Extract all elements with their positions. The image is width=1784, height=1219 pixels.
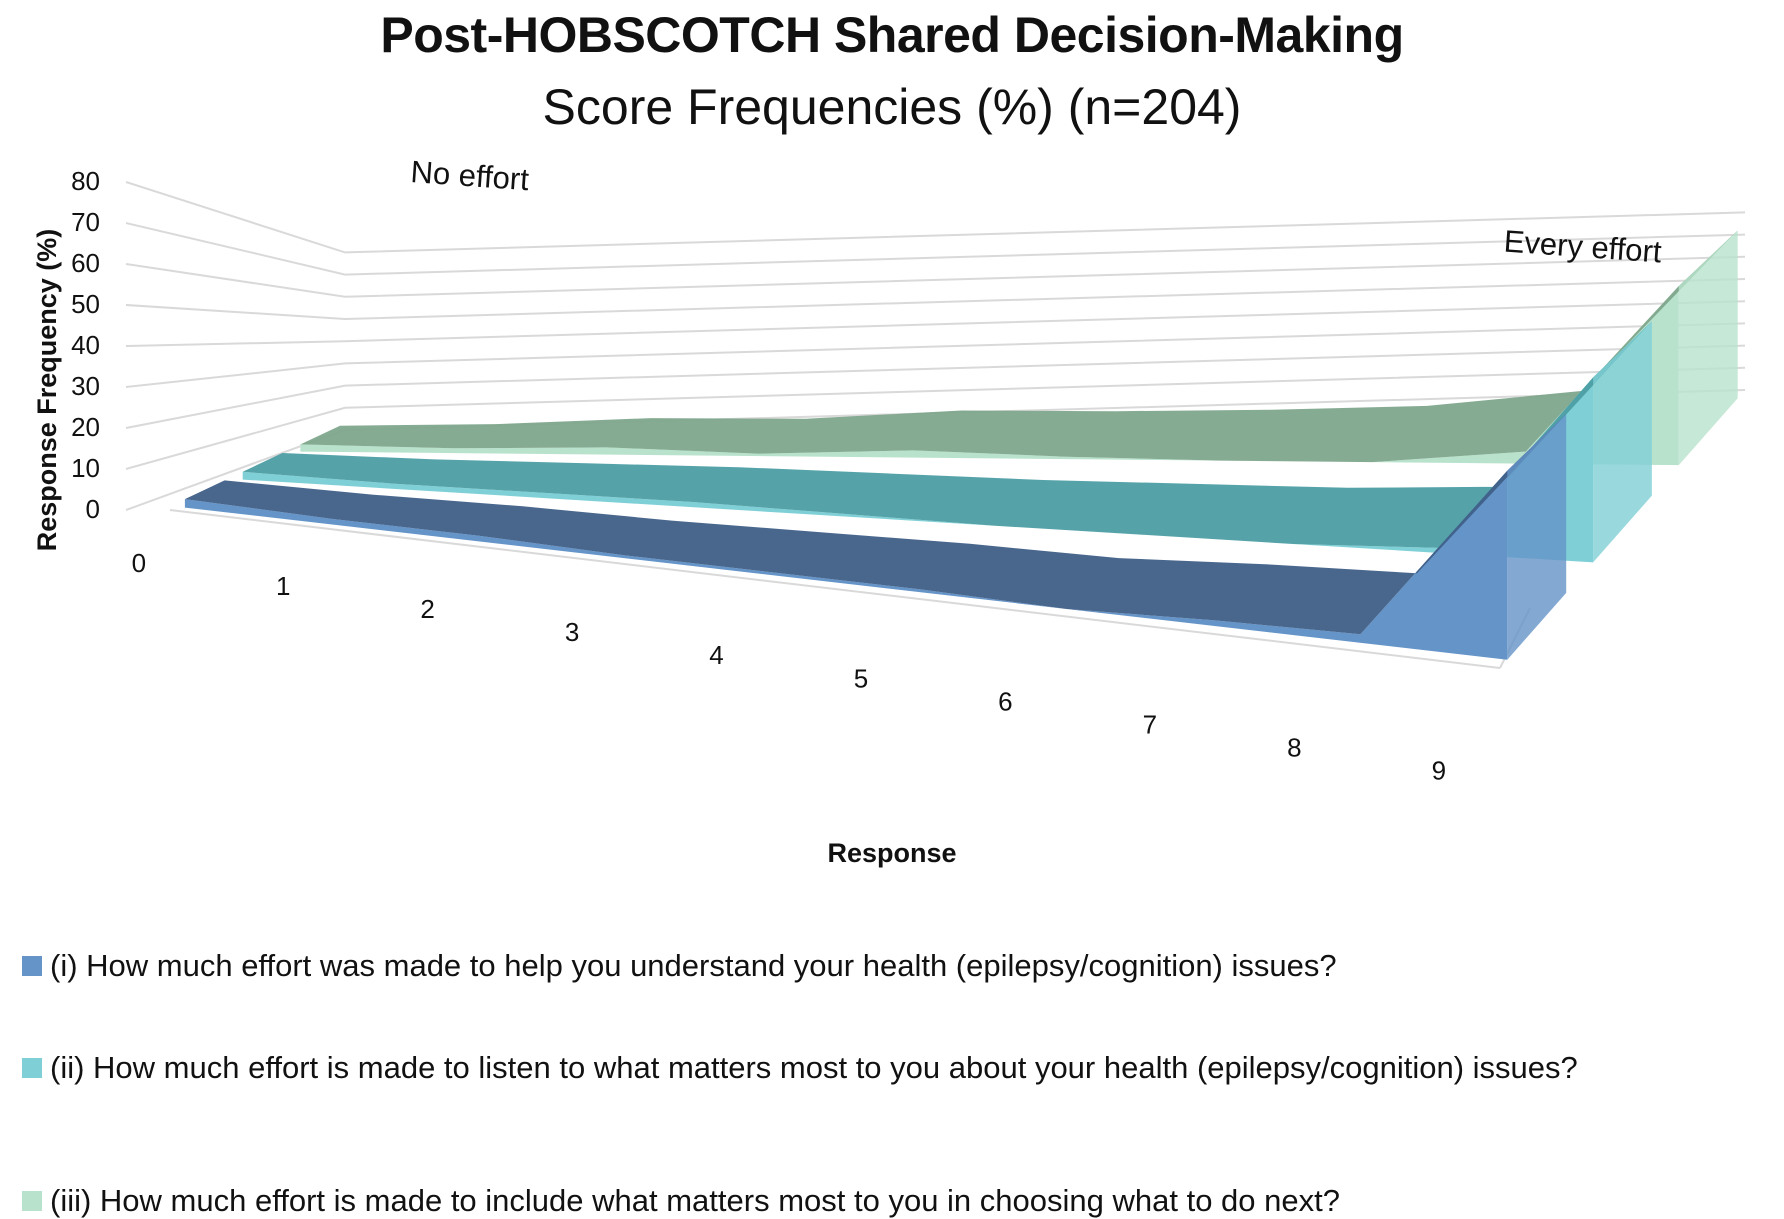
x-axis-title: Response [827,838,956,868]
legend-swatch-2 [22,1058,42,1078]
series-3-top-ribbon [300,230,1737,462]
x-tick-label-6: 6 [998,686,1012,716]
x-tick-label-8: 8 [1287,732,1301,762]
x-tick-label-5: 5 [854,663,868,693]
y-tick-label-10: 10 [71,453,100,483]
y-tick-label-50: 50 [71,289,100,319]
legend-item-3: (iii) How much effort is made to include… [22,1183,1340,1219]
y-tick-label-20: 20 [71,412,100,442]
series-2-end-face [1593,321,1652,562]
gridline-60 [126,257,1745,297]
legend-swatch-1 [22,956,42,976]
y-axis-title: Response Frequency (%) [32,229,62,552]
legend-label-1: (i) How much effort was made to help you… [50,948,1337,984]
annotation-no-effort: No effort [410,154,531,197]
x-tick-label-9: 9 [1432,756,1446,786]
legend-swatch-3 [22,1191,42,1211]
x-tick-label-7: 7 [1143,709,1157,739]
x-tick-label-0: 0 [132,548,146,578]
y-tick-label-80: 80 [71,166,100,196]
series-3-area [300,230,1737,465]
y-tick-label-30: 30 [71,371,100,401]
x-tick-label-1: 1 [276,571,290,601]
gridline-70 [126,223,1745,275]
y-tick-label-70: 70 [71,207,100,237]
y-tick-label-0: 0 [86,494,100,524]
gridline-30 [126,323,1745,387]
y-tick-label-40: 40 [71,330,100,360]
x-tick-label-4: 4 [709,640,723,670]
x-tick-label-2: 2 [420,594,434,624]
legend-label-3: (iii) How much effort is made to include… [50,1183,1340,1219]
y-tick-label-60: 60 [71,248,100,278]
legend-item-1: (i) How much effort was made to help you… [22,948,1337,984]
x-tick-label-3: 3 [565,617,579,647]
legend-item-2: (ii) How much effort is made to listen t… [22,1050,1578,1086]
legend-label-2: (ii) How much effort is made to listen t… [50,1050,1578,1086]
gridline-40 [126,301,1745,346]
series-3-end-face [1679,230,1738,465]
gridline-50 [126,279,1745,319]
